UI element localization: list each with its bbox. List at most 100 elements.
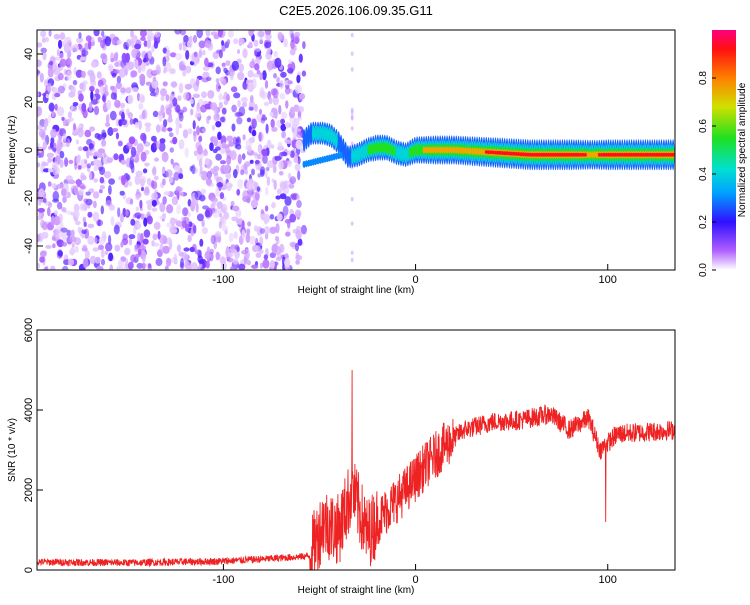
heatmap-cell [350,107,354,113]
heatmap-cell [76,178,81,188]
heatmap-cell [198,98,204,106]
heatmap-cell [46,82,52,92]
heatmap-cell [257,30,265,38]
heatmap-cell [218,49,223,59]
heatmap-cell [591,151,594,159]
heatmap-cell [443,146,447,154]
heatmap-cell [234,244,240,251]
heatmap-cell [296,194,300,200]
heatmap-cell [262,154,268,164]
heatmap-cell [79,82,84,90]
heatmap-cell [165,49,171,57]
heatmap-cell [213,165,220,172]
heatmap-cell [498,150,502,155]
heatmap-cell [182,70,187,77]
heatmap-cell [482,148,486,156]
heatmap-cell [259,108,262,115]
heatmap-cell [537,152,541,157]
heatmap-cell [128,237,133,246]
heatmap-cell [123,65,128,73]
heatmap-cell [265,248,269,254]
heatmap-cell [141,186,144,192]
heatmap-cell [279,181,287,191]
heatmap-cell [459,146,463,154]
heatmap-cell [142,238,149,245]
heatmap-cell [247,221,252,227]
heatmap-cell [130,146,137,158]
heatmap-cell [205,260,210,269]
snr-series-line [37,369,675,570]
x-tick-label: -100 [212,274,234,286]
heatmap-cell [325,155,329,163]
heatmap-cell [47,67,54,78]
heatmap-cell [558,152,562,157]
heatmap-cell [226,135,234,142]
heatmap-cell [257,173,262,178]
heatmap-cell [241,250,248,255]
heatmap-cell [96,71,102,79]
heatmap-cell [227,69,235,77]
heatmap-cell [215,146,221,151]
heatmap-cell [172,97,178,107]
colorbar-tick-label: 0.4 [698,167,709,181]
heatmap-cell [75,220,81,226]
heatmap-cell [667,152,670,157]
heatmap-cell [236,188,241,196]
colorbar-tick-label: 0.8 [698,71,709,85]
heatmap-cell [235,138,240,144]
heatmap-cell [161,151,169,163]
heatmap-cell [639,152,643,157]
heatmap-cell [296,74,301,84]
heatmap-cell [56,145,62,155]
y-tick-label: 4000 [23,398,35,422]
heatmap-cell [350,250,354,255]
heatmap-cell [269,252,276,259]
heatmap-cell [76,73,82,78]
heatmap-cell [38,188,45,198]
snr-plot-area [37,330,675,570]
heatmap-cell [93,165,99,172]
heatmap-cell [266,176,271,186]
heatmap-cell [193,132,197,142]
heatmap-cell [153,221,161,230]
y-tick-label: 0 [23,567,35,573]
heatmap-cell [275,195,282,200]
heatmap-cell [84,159,88,165]
heatmap-cell [350,196,354,202]
heatmap-cell [491,150,495,155]
heatmap-cell [151,199,157,207]
heatmap-cell [662,152,666,157]
heatmap-cell [259,262,264,269]
heatmap-cell [141,262,146,270]
heatmap-cell [436,146,440,154]
heatmap-cell [232,136,238,145]
heatmap-cell [196,151,204,162]
heatmap-cell [427,146,430,154]
heatmap-cell [259,249,264,254]
heatmap-cell [120,159,127,165]
heatmap-cell [395,144,398,161]
heatmap-cell [169,147,174,153]
heatmap-cell [388,143,391,155]
heatmap-cell [116,75,122,84]
heatmap-cell [328,127,331,143]
heatmap-cell [180,190,184,197]
heatmap-cell [159,138,166,144]
heatmap-cell [155,141,161,150]
heatmap-cell [278,104,282,115]
heatmap-cell [198,135,203,143]
heatmap-cell [87,223,95,229]
heatmap-cell [280,123,287,132]
heatmap-cell [501,151,504,155]
heatmap-cell [196,213,204,222]
heatmap-cell [637,152,640,157]
heatmap-cell [272,164,277,174]
heatmap-cell [554,152,557,157]
heatmap-cell [604,152,608,157]
heatmap-cell [431,146,435,154]
heatmap-cell [142,168,148,174]
heatmap-cell [233,38,239,45]
heatmap-cell [148,32,155,38]
heatmap-cell [62,207,67,213]
heatmap-cell [172,136,178,145]
